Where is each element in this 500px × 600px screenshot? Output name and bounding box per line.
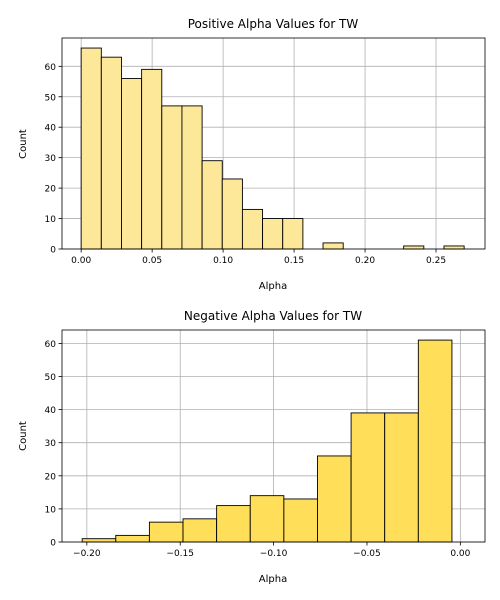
x-tick-label: 0.25 (426, 256, 446, 266)
axes-frame (61, 37, 486, 250)
x-axis-label: Alpha (259, 574, 287, 585)
y-ticks: 0 10 20 30 40 50 60 (45, 63, 62, 256)
histogram-bar (161, 105, 183, 250)
y-tick-label: 30 (45, 154, 57, 164)
histogram-bar (221, 178, 243, 250)
y-tick-label: 20 (45, 472, 57, 482)
bars (81, 339, 453, 543)
y-tick-label: 40 (45, 406, 57, 416)
bars (80, 47, 465, 250)
histogram-bar (181, 105, 203, 250)
histogram-bar (81, 538, 117, 543)
y-tick-label: 20 (45, 185, 57, 195)
histogram-bar (417, 339, 453, 543)
x-tick-label: 0.15 (284, 256, 304, 266)
x-tick-label: −0.15 (166, 549, 194, 559)
histogram-bar (80, 47, 102, 250)
y-tick-label: 30 (45, 439, 57, 449)
histogram-bar (249, 495, 285, 543)
histogram-bar (201, 160, 223, 250)
histogram-bar (443, 245, 465, 250)
x-tick-label: −0.20 (73, 549, 101, 559)
y-tick-label: 0 (50, 539, 56, 549)
histogram-bar (241, 208, 264, 250)
histogram-bar (350, 412, 386, 543)
histogram-bar (121, 78, 143, 250)
x-tick-label: 0.00 (450, 549, 470, 559)
y-axis-label: Count (18, 129, 29, 159)
y-tick-label: 60 (45, 340, 57, 350)
chart-positive-alpha: Positive Alpha Values for TW 0.00 0.05 0.1… (18, 17, 486, 292)
histogram-bar (216, 505, 251, 543)
x-ticks: −0.20 −0.15 −0.10 −0.05 0.00 (73, 542, 471, 559)
x-tick-label: −0.05 (353, 549, 381, 559)
y-axis-label: Count (18, 421, 29, 451)
y-ticks: 0 10 20 30 40 50 60 (45, 340, 62, 549)
y-tick-label: 10 (45, 505, 57, 515)
histogram-bar (100, 56, 122, 250)
y-tick-label: 40 (45, 124, 57, 134)
y-tick-label: 10 (45, 215, 57, 225)
histogram-bar (403, 245, 425, 250)
x-axis-label: Alpha (259, 281, 287, 292)
histogram-bar (283, 498, 318, 543)
y-tick-label: 50 (45, 373, 57, 383)
chart-title: Negative Alpha Values for TW (184, 309, 362, 323)
chart-title: Positive Alpha Values for TW (188, 17, 359, 31)
x-ticks: 0.00 0.05 0.10 0.15 0.20 0.25 (71, 249, 446, 266)
x-tick-label: 0.05 (142, 256, 162, 266)
histogram-bar (262, 218, 284, 250)
y-tick-label: 0 (50, 246, 56, 256)
histogram-bar (282, 218, 304, 250)
histogram-bar (115, 534, 150, 543)
histogram-bar (322, 242, 344, 250)
x-tick-label: −0.10 (260, 549, 288, 559)
x-tick-label: 0.20 (355, 256, 375, 266)
y-tick-label: 60 (45, 63, 57, 73)
y-tick-label: 50 (45, 93, 57, 103)
histogram-bar (148, 521, 184, 543)
histogram-bar (182, 518, 218, 543)
x-tick-label: 0.00 (71, 256, 91, 266)
x-tick-label: 0.10 (213, 256, 233, 266)
histogram-bar (141, 68, 163, 250)
chart-negative-alpha: Negative Alpha Values for TW −0.20 −0.15−… (18, 309, 486, 585)
histogram-bar (384, 412, 419, 543)
histogram-bar (317, 455, 352, 543)
